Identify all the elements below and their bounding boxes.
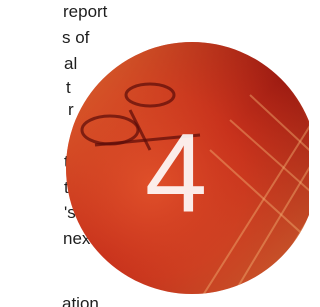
feature-image: 4: [0, 0, 309, 307]
badge-number: 4: [145, 111, 207, 236]
